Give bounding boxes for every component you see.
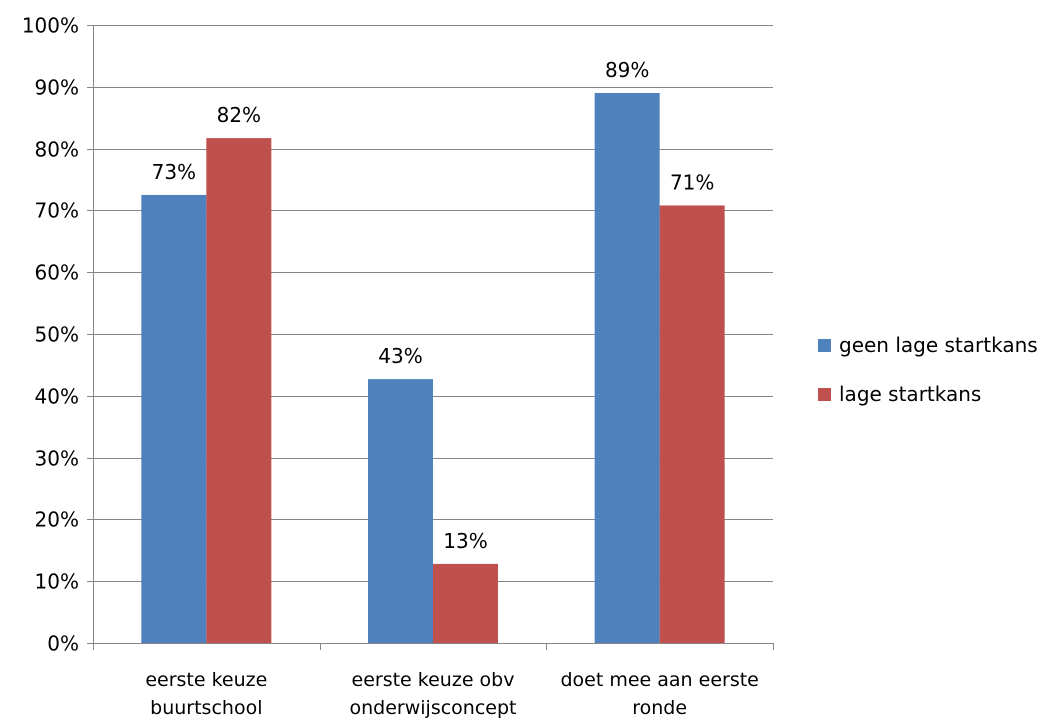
y-tick-label: 20% <box>35 508 79 532</box>
bar <box>141 194 207 643</box>
y-tick-label: 40% <box>35 385 79 409</box>
y-tick-label: 0% <box>47 632 79 656</box>
x-category-label: ronde <box>632 697 687 719</box>
legend-swatch <box>818 388 831 401</box>
x-category-label: eerste keuze obv <box>352 669 515 691</box>
legend-label: lage startkans <box>839 382 981 406</box>
data-label: 13% <box>443 529 487 553</box>
x-category-label: onderwijsconcept <box>350 697 517 719</box>
data-label: 73% <box>152 160 196 184</box>
data-labels: 73% 82% 43% 13% 89% 71% <box>152 58 715 553</box>
data-label: 43% <box>378 344 422 368</box>
data-label: 82% <box>217 103 261 127</box>
y-tick-label: 30% <box>35 447 79 471</box>
data-label: 89% <box>605 58 649 82</box>
bars <box>141 92 725 644</box>
legend-label: geen lage startkans <box>839 333 1038 357</box>
bar <box>368 379 433 643</box>
x-category-label: doet mee aan eerste <box>560 669 758 691</box>
legend: geen lage startkans lage startkans <box>818 333 1038 406</box>
y-tick-label: 50% <box>35 323 79 347</box>
y-tick-label: 60% <box>35 261 79 285</box>
x-category-label: eerste keuze <box>145 669 267 691</box>
data-label: 71% <box>670 170 714 194</box>
legend-swatch <box>818 339 831 352</box>
bar <box>594 92 660 644</box>
y-tick-label: 90% <box>35 76 79 100</box>
x-category-label: buurtschool <box>150 697 262 719</box>
y-tick-label: 100% <box>22 14 79 38</box>
bar <box>433 563 498 643</box>
bar <box>659 205 725 643</box>
bar <box>206 138 272 643</box>
y-tick-label: 80% <box>35 138 79 162</box>
y-tick-label: 10% <box>35 570 79 594</box>
y-tick-label: 70% <box>35 199 79 223</box>
axes: 0% 10% 20% 30% 40% 50% 60% 70% 80% 90% 100% eerste … <box>22 14 774 719</box>
